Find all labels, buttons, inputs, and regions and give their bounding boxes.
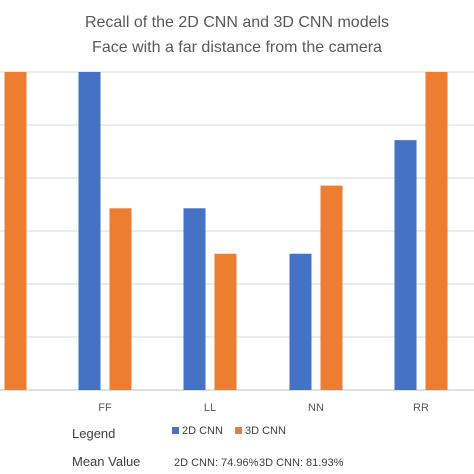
bar-2d-cnn-ll bbox=[183, 208, 206, 390]
mean-value-label: Mean Value bbox=[72, 454, 140, 469]
x-tick-label-ff: FF bbox=[98, 402, 112, 414]
bar-2d-cnn-nn bbox=[289, 253, 312, 390]
legend-swatch-3d-cnn bbox=[235, 427, 242, 434]
x-tick-label-ll: LL bbox=[204, 402, 216, 414]
bar-3d-cnn-ff bbox=[109, 208, 132, 390]
legend-entry-2d-cnn: 2D CNN bbox=[182, 425, 223, 437]
bar-3d-cnn-edge-0 bbox=[4, 72, 27, 390]
legend-label: Legend bbox=[72, 426, 115, 441]
bar-3d-cnn-rr bbox=[425, 72, 448, 390]
bar-2d-cnn-rr bbox=[394, 140, 417, 390]
bar-3d-cnn-ll bbox=[214, 253, 237, 390]
mean-value-2d-cnn: 2D CNN: 74.96% bbox=[174, 457, 259, 469]
legend-swatch-2d-cnn bbox=[172, 427, 179, 434]
legend-entry-3d-cnn: 3D CNN bbox=[245, 425, 286, 437]
bars bbox=[4, 72, 448, 390]
chart-title-line-1: Recall of the 2D CNN and 3D CNN models bbox=[85, 14, 389, 31]
chart-title-line-2: Face with a far distance from the camera bbox=[92, 39, 382, 56]
legend: Legend 2D CNN 3D CNN bbox=[72, 425, 286, 441]
mean-values: Mean Value 2D CNN: 74.96% 3D CNN: 81.93% bbox=[72, 454, 344, 469]
x-tick-label-rr: RR bbox=[413, 402, 429, 414]
bar-2d-cnn-ff bbox=[78, 72, 101, 390]
x-tick-labels: FF LL NN RR bbox=[98, 402, 429, 414]
mean-value-3d-cnn: 3D CNN: 81.93% bbox=[259, 457, 344, 469]
bar-3d-cnn-nn bbox=[320, 185, 343, 390]
x-tick-label-nn: NN bbox=[308, 402, 324, 414]
